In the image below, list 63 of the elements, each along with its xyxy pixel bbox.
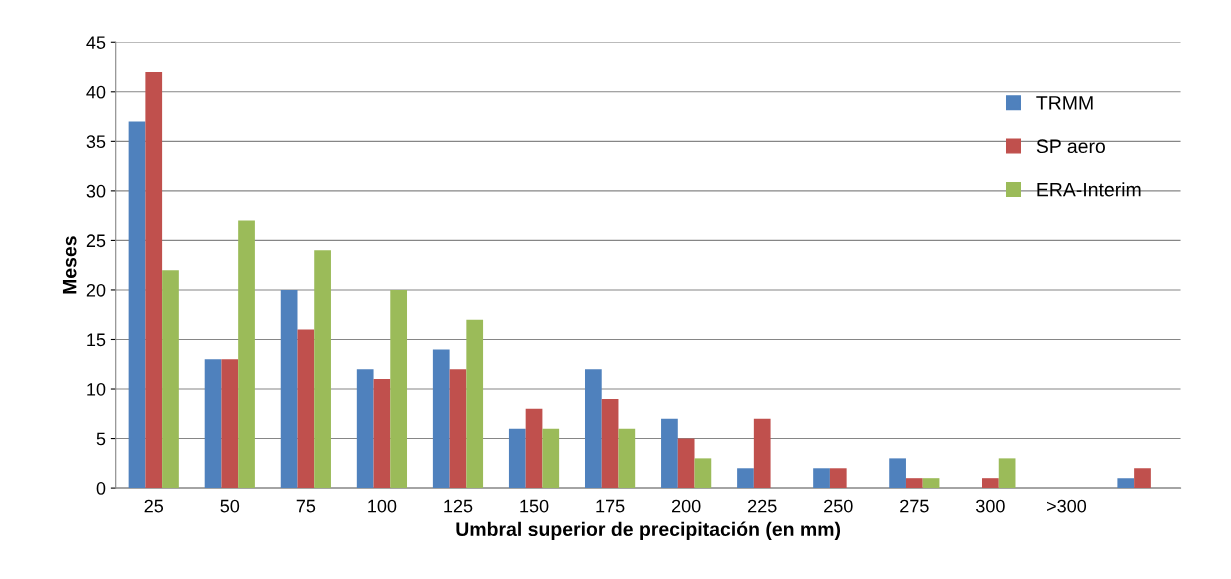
bar bbox=[889, 458, 906, 489]
x-tick-label: 225 bbox=[748, 499, 777, 513]
x-tick-label: 25 bbox=[144, 499, 164, 513]
legend-label: ERA-Interim bbox=[1037, 182, 1141, 197]
bar bbox=[466, 319, 484, 489]
legend-label: SP aero bbox=[1036, 139, 1105, 154]
bar bbox=[542, 428, 560, 489]
bar bbox=[677, 438, 695, 489]
y-tick-label: 40 bbox=[86, 85, 106, 99]
x-tick-label: 150 bbox=[520, 499, 549, 513]
bar bbox=[449, 369, 467, 489]
y-axis-title: Meses bbox=[62, 236, 77, 294]
bar bbox=[373, 379, 391, 489]
x-axis-title: Umbral superior de precipitación (en mm) bbox=[456, 521, 841, 540]
bar bbox=[905, 478, 923, 489]
bar bbox=[221, 359, 239, 489]
y-tick-label: 45 bbox=[86, 36, 106, 49]
y-tick-label: 0 bbox=[96, 482, 106, 495]
x-tick-label: 50 bbox=[220, 499, 240, 513]
bar bbox=[601, 398, 619, 489]
x-tick-label: 250 bbox=[824, 499, 853, 513]
bar bbox=[280, 289, 298, 489]
bar bbox=[922, 478, 940, 489]
x-tick-label: 200 bbox=[672, 499, 701, 513]
bar bbox=[694, 458, 712, 489]
y-tick-label: 30 bbox=[86, 184, 106, 198]
bar bbox=[297, 329, 315, 489]
bar bbox=[584, 369, 602, 489]
y-tick-label: 35 bbox=[86, 135, 106, 149]
y-tick-label: 25 bbox=[86, 234, 106, 248]
bar bbox=[1117, 478, 1135, 489]
bar bbox=[813, 468, 830, 489]
bar bbox=[432, 349, 450, 489]
legend-label: TRMM bbox=[1036, 96, 1093, 110]
bar bbox=[162, 270, 179, 489]
bar bbox=[737, 468, 754, 489]
x-tick-label: 75 bbox=[296, 499, 316, 513]
bar bbox=[618, 428, 636, 489]
y-tick-label: 20 bbox=[86, 283, 106, 297]
bar bbox=[661, 418, 678, 489]
x-tick-label: 175 bbox=[596, 499, 625, 513]
bar bbox=[508, 428, 526, 489]
bar bbox=[314, 250, 331, 489]
x-tick-label: 100 bbox=[368, 499, 397, 513]
bar bbox=[982, 478, 999, 489]
y-tick-label: 15 bbox=[87, 333, 106, 347]
x-tick-label: >300 bbox=[1047, 499, 1087, 513]
bar bbox=[145, 71, 163, 489]
bar bbox=[1134, 468, 1151, 489]
y-tick-label: 5 bbox=[96, 432, 106, 446]
bar bbox=[128, 121, 146, 489]
x-tick-label: 125 bbox=[444, 499, 473, 513]
bar bbox=[753, 418, 771, 489]
bar bbox=[829, 468, 847, 489]
bar bbox=[204, 359, 222, 489]
bar bbox=[238, 220, 255, 489]
x-tick-label: 300 bbox=[976, 499, 1005, 513]
bar bbox=[525, 408, 543, 489]
bar bbox=[390, 289, 408, 489]
x-tick-label: 275 bbox=[900, 499, 929, 513]
bar bbox=[356, 369, 374, 489]
y-tick-label: 10 bbox=[87, 382, 106, 396]
bar bbox=[998, 458, 1016, 489]
